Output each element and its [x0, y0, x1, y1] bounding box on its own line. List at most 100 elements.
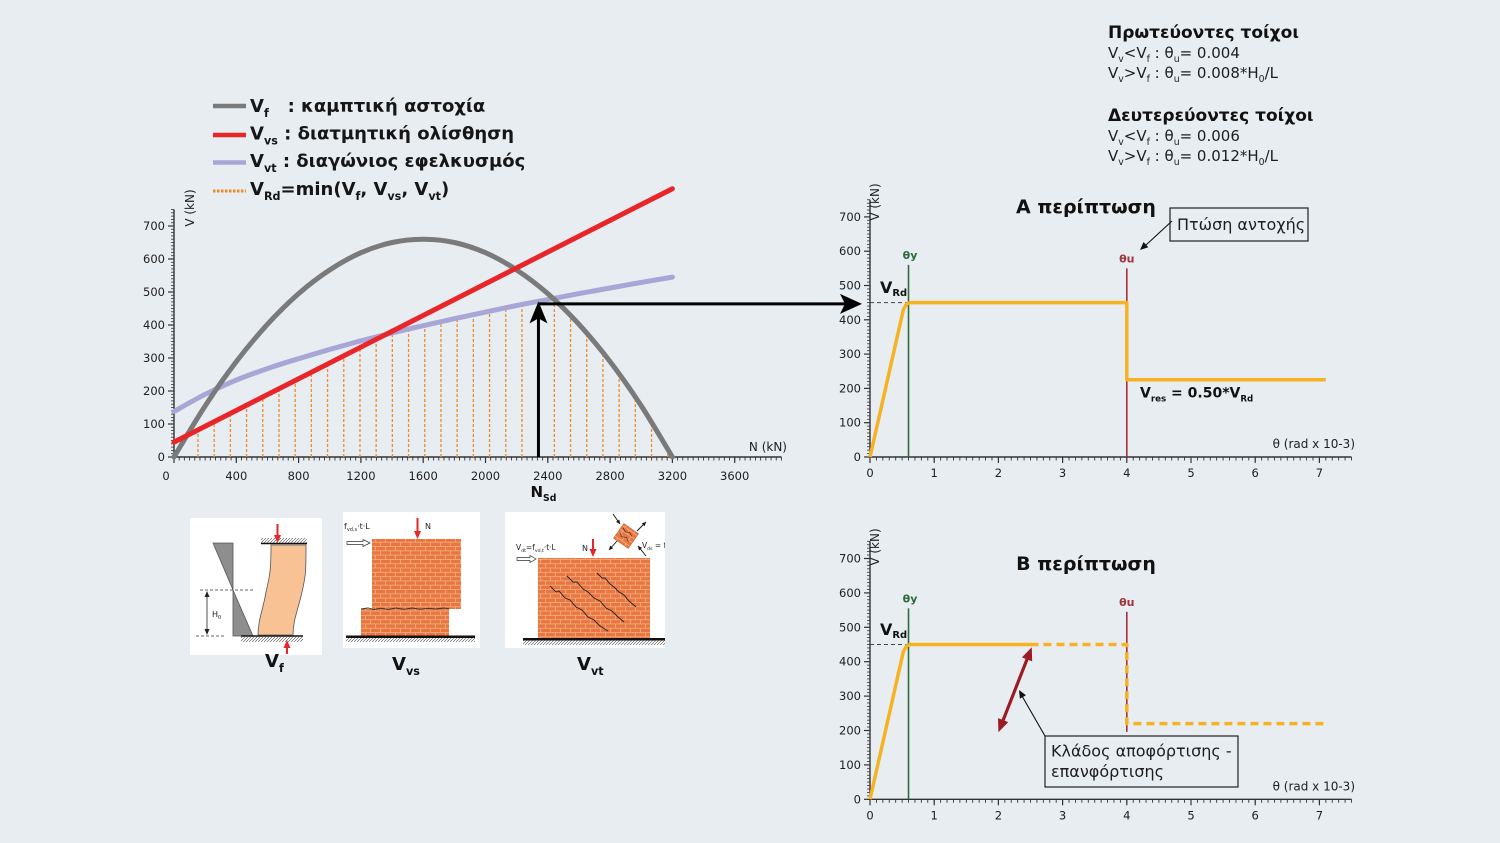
y-tick-label: 0 — [854, 792, 861, 806]
text-run: V — [880, 620, 893, 639]
text-run: V — [250, 151, 264, 172]
y-tick-label: 700 — [839, 210, 861, 224]
text-run: , V — [360, 179, 387, 200]
subscript-text: 0 — [218, 615, 221, 621]
top-load-arrow-icon — [274, 535, 281, 543]
x-tick-label: 2 — [995, 466, 1002, 480]
text-run: : θ — [1150, 64, 1174, 82]
x-tick-label: 1 — [931, 466, 938, 480]
x-tick-label: 3200 — [658, 469, 687, 483]
chart-title: Α περίπτωση — [1016, 196, 1156, 218]
diagonal-crack — [596, 572, 637, 608]
x-tick-label: 2400 — [533, 469, 562, 483]
text-run: ·t·L — [544, 543, 557, 552]
subscript-text: vs — [406, 665, 420, 678]
x-tick-label: 1600 — [409, 469, 438, 483]
pointer-arrow-icon — [1140, 242, 1149, 250]
stress-arrow-icon — [616, 519, 620, 524]
subscript-text: u — [1174, 157, 1180, 168]
x-tick-label: 6 — [1252, 808, 1259, 822]
sliding-crack — [360, 607, 450, 610]
sliding-caption: Vvs — [392, 654, 420, 678]
h0-label: H0 — [212, 610, 221, 621]
diagonal-force-label: Vdt=fvd,t·t·L — [516, 543, 557, 554]
subscript-text: vt — [428, 190, 441, 203]
subscript-text: f — [279, 662, 284, 675]
text-run: V — [392, 654, 406, 675]
axial-load-label: N — [582, 544, 588, 553]
subscript-text: vs — [264, 135, 278, 148]
text-run: V — [1140, 386, 1151, 402]
x-tick-label: 800 — [288, 469, 310, 483]
case-a-chart: 0 1 2 3 4 5 6 7 0 100 200 300 400 500 600 700 V (kN) θ (r… — [839, 183, 1355, 480]
legend-label: Vvs : διατμητική ολίσθηση — [250, 124, 514, 148]
stress-arrow-icon — [638, 546, 643, 551]
y-tick-label: 400 — [839, 655, 861, 669]
element-crack — [619, 532, 629, 542]
flexure-caption: Vf — [265, 651, 284, 675]
ground-hatch — [523, 640, 665, 645]
x-tick-label: 4 — [1123, 466, 1130, 480]
y-tick-label: 600 — [143, 252, 165, 266]
y-tick-label: 300 — [143, 351, 165, 365]
y-tick-label: 400 — [839, 313, 861, 327]
y-tick-label: 300 — [839, 347, 861, 361]
text-run: = 0.50*V — [1166, 386, 1240, 402]
subscript-text: Rd — [892, 630, 907, 641]
text-run: V — [577, 654, 591, 675]
subscript-text: Rd — [264, 190, 281, 203]
lower-wall-block — [361, 609, 449, 636]
axial-arrow-icon — [414, 531, 421, 539]
x-tick-label: 0 — [162, 469, 169, 483]
subscript-text: v — [1118, 157, 1124, 168]
x-tick-label: 5 — [1187, 808, 1194, 822]
text-run: = 0.006 — [1180, 127, 1240, 145]
y-tick-label: 0 — [158, 450, 165, 464]
unload-reload-callout-text: Κλάδος αποφόρτισης - — [1051, 742, 1232, 761]
vrd-label: VRd — [880, 620, 907, 641]
text-run: =min(V — [281, 179, 356, 200]
text-run: V — [880, 278, 893, 297]
diagonal-tension-illustration: Vdt=fvd,t·t·L N Vds = f — [505, 512, 667, 648]
subscript-text: v — [1118, 54, 1124, 65]
capacity-curve-dashed — [1030, 642, 1326, 726]
subscript-text: f — [264, 107, 269, 120]
bottom-support-hatch — [241, 637, 303, 642]
text-run: N — [530, 483, 543, 501]
text-run: ) — [441, 179, 449, 200]
rule-line: Vv>Vf : θu= 0.008*H0/L — [1108, 64, 1279, 85]
text-run: : θ — [1150, 147, 1174, 165]
x-tick-label: 0 — [866, 808, 873, 822]
subscript-text: ds — [647, 546, 653, 552]
subscript-text: u — [1174, 137, 1180, 148]
series-line-vvs — [171, 186, 675, 445]
text-run: V — [1108, 64, 1119, 82]
case-b-chart: 0 1 2 3 4 5 6 7 0 100 200 300 400 500 600 700 V (kN) θ (r… — [839, 528, 1355, 822]
diagonal-labels: Vdt=fvd,t·t·L N Vds = f — [516, 513, 667, 557]
text-run: >V — [1124, 147, 1148, 165]
x-tick-label: 1200 — [346, 469, 375, 483]
subscript-text: u — [1174, 54, 1180, 65]
text-run: = f — [653, 541, 667, 550]
series-line-vf — [171, 236, 675, 460]
text-run: f — [344, 522, 347, 531]
subscript-text: u — [1174, 74, 1180, 85]
residual-strength-label: Vres = 0.50*VRd — [1140, 386, 1253, 405]
shear-force-arrow-icon — [346, 538, 371, 548]
x-tick-label: 2800 — [595, 469, 624, 483]
subscript-text: 0 — [1259, 74, 1265, 85]
x-tick-label: 3 — [1059, 808, 1066, 822]
capacity-curve — [868, 300, 1326, 458]
subscript-text: f — [1147, 54, 1151, 65]
text-run: V — [1108, 147, 1119, 165]
subscript-text: 0 — [1259, 157, 1265, 168]
text-run: V — [516, 543, 522, 552]
x-tick-label: 2000 — [471, 469, 500, 483]
subscript-text: vt — [264, 162, 277, 175]
x-tick-label: 0 — [866, 466, 873, 480]
y-axis-title: V (kN) — [868, 183, 882, 220]
series-line-vvt — [171, 274, 675, 414]
